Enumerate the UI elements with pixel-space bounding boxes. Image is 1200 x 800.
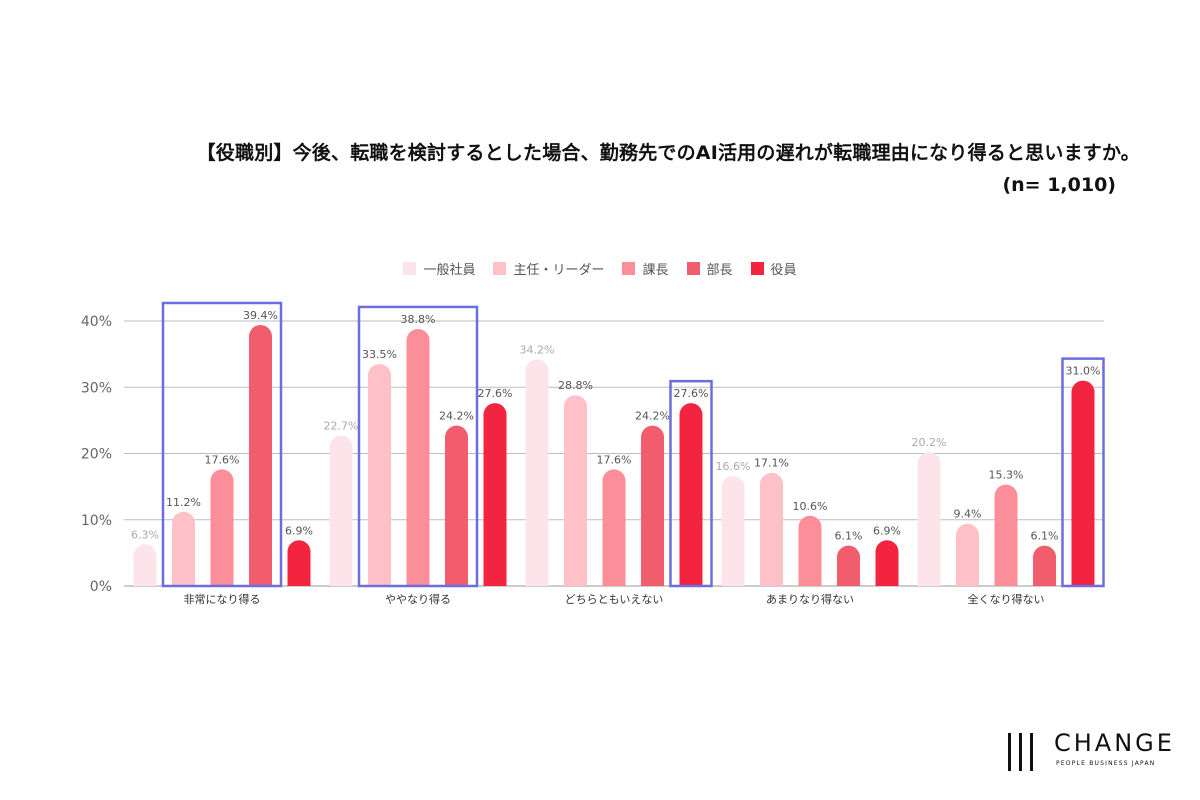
- bar: [1071, 380, 1095, 586]
- legend-swatch-yakuin: [750, 262, 764, 275]
- bar: [994, 484, 1018, 586]
- data-label: 27.6%: [674, 387, 709, 400]
- data-label: 34.2%: [520, 343, 555, 356]
- logo-bar: [1030, 733, 1033, 771]
- bar: [798, 515, 822, 586]
- chart-legend: 一般社員 主任・リーダー 課長 部長 役員: [0, 259, 1200, 278]
- bar: [917, 452, 941, 586]
- highlight-box: [161, 301, 283, 588]
- logo-bar: [1019, 733, 1022, 771]
- bar: [210, 469, 234, 586]
- bar: [721, 476, 745, 586]
- data-label: 10.6%: [793, 500, 828, 513]
- bar: [287, 540, 311, 586]
- bar: [679, 403, 703, 586]
- data-label: 33.5%: [362, 348, 397, 361]
- data-label: 6.1%: [1031, 530, 1059, 543]
- y-tick-label: 30%: [81, 380, 112, 396]
- logo-bars: [1008, 733, 1033, 771]
- x-tick-label: 非常になり得る: [184, 593, 261, 606]
- bar: [602, 469, 626, 586]
- legend-item-yakuin: 役員: [750, 259, 797, 278]
- bar: [133, 544, 157, 586]
- data-label: 24.2%: [439, 410, 474, 423]
- data-label: 17.6%: [597, 453, 632, 466]
- logo-wordmark: CHANGE: [1054, 729, 1175, 757]
- data-label: 28.8%: [558, 379, 593, 392]
- highlight-box: [357, 305, 479, 588]
- data-label: 6.1%: [835, 530, 863, 543]
- x-tick-label: あまりなり得ない: [766, 593, 854, 606]
- data-label: 39.4%: [243, 309, 278, 322]
- bar: [249, 324, 272, 586]
- data-label: 6.9%: [285, 524, 313, 537]
- legend-label-bucho: 部長: [706, 263, 733, 278]
- legend-swatch-shunin: [493, 262, 507, 275]
- bar: [368, 364, 391, 586]
- chart-subtitle: (n= 1,010): [1002, 174, 1116, 196]
- chart-title: 【役職別】今後、転職を検討するとした場合、勤務先でのAI活用の遅れが転職理由にな…: [196, 142, 1140, 164]
- data-label: 24.2%: [635, 410, 670, 423]
- bar: [956, 523, 979, 586]
- x-tick-label: ややなり得る: [385, 593, 451, 606]
- data-label: 16.6%: [716, 460, 751, 473]
- data-label: 17.1%: [754, 457, 789, 470]
- bar: [172, 511, 195, 586]
- x-tick-label: 全くなり得ない: [968, 592, 1045, 606]
- data-label: 9.4%: [954, 508, 982, 521]
- highlight-box: [1061, 357, 1105, 588]
- data-label: 6.9%: [873, 524, 901, 537]
- data-label: 27.6%: [478, 387, 513, 400]
- legend-label-kacho: 課長: [642, 263, 669, 278]
- bar: [525, 359, 549, 586]
- y-tick-label: 0%: [90, 579, 112, 595]
- y-tick-label: 40%: [81, 314, 112, 330]
- legend-item-bucho: 部長: [686, 259, 733, 278]
- bar: [406, 328, 430, 586]
- bar: [641, 425, 664, 586]
- legend-swatch-kacho: [622, 262, 636, 275]
- legend-swatch-ippan: [403, 262, 417, 275]
- bar: [564, 395, 587, 586]
- data-label: 31.0%: [1066, 365, 1101, 378]
- legend-swatch-bucho: [686, 262, 700, 275]
- data-label: 17.6%: [205, 453, 240, 466]
- data-label: 20.2%: [912, 436, 947, 449]
- logo-bar: [1008, 733, 1011, 771]
- y-tick-label: 10%: [81, 513, 112, 529]
- x-tick-label: どちらともいえない: [565, 593, 664, 606]
- data-label: 22.7%: [324, 420, 359, 433]
- bar: [329, 435, 353, 586]
- legend-label-shunin: 主任・リーダー: [513, 263, 605, 278]
- bar: [445, 425, 468, 586]
- bar: [1033, 545, 1056, 586]
- legend-item-ippan: 一般社員: [403, 259, 475, 278]
- legend-label-ippan: 一般社員: [423, 263, 476, 278]
- change-logo: CHANGE PEOPLE BUSINESS JAPAN: [1008, 729, 1178, 773]
- legend-label-yakuin: 役員: [770, 263, 797, 278]
- legend-item-kacho: 課長: [622, 259, 669, 278]
- bar: [875, 540, 899, 586]
- bar: [837, 545, 860, 586]
- bar: [760, 472, 783, 586]
- highlight-box: [669, 379, 713, 588]
- data-label: 6.3%: [131, 528, 159, 541]
- data-label: 38.8%: [401, 313, 436, 326]
- data-label: 15.3%: [989, 469, 1024, 482]
- bar: [483, 403, 507, 586]
- data-label: 11.2%: [166, 496, 201, 509]
- y-tick-label: 20%: [81, 447, 112, 463]
- logo-tagline: PEOPLE BUSINESS JAPAN: [1056, 760, 1156, 767]
- legend-item-shunin: 主任・リーダー: [493, 259, 604, 278]
